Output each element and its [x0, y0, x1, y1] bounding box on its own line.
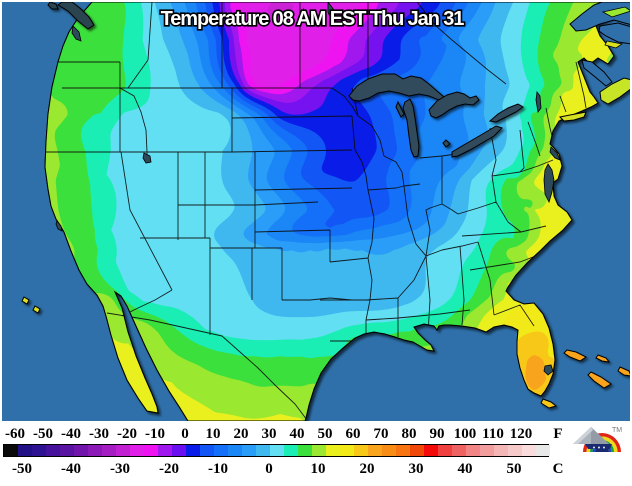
- svg-text:90: 90: [430, 426, 445, 442]
- svg-text:50: 50: [318, 426, 333, 442]
- svg-text:70: 70: [374, 426, 389, 442]
- svg-text:-30: -30: [110, 461, 130, 477]
- svg-text:-60: -60: [5, 426, 25, 442]
- svg-text:0: 0: [181, 426, 189, 442]
- svg-text:-10: -10: [145, 426, 165, 442]
- svg-text:30: 30: [262, 426, 277, 442]
- svg-text:20: 20: [360, 461, 375, 477]
- svg-text:50: 50: [507, 461, 522, 477]
- svg-text:-40: -40: [61, 461, 81, 477]
- svg-text:20: 20: [234, 426, 249, 442]
- svg-text:-40: -40: [61, 426, 81, 442]
- svg-text:-50: -50: [33, 426, 53, 442]
- svg-text:30: 30: [409, 461, 424, 477]
- svg-text:-20: -20: [117, 426, 137, 442]
- svg-text:40: 40: [290, 426, 305, 442]
- svg-text:80: 80: [402, 426, 417, 442]
- svg-text:110: 110: [482, 426, 504, 442]
- svg-text:F: F: [553, 426, 562, 442]
- svg-text:0: 0: [265, 461, 273, 477]
- svg-text:100: 100: [454, 426, 477, 442]
- svg-text:60: 60: [346, 426, 361, 442]
- svg-text:120: 120: [510, 426, 533, 442]
- svg-text:-20: -20: [159, 461, 179, 477]
- svg-text:C: C: [553, 461, 564, 477]
- svg-text:10: 10: [206, 426, 221, 442]
- svg-text:Temperature 08 AM EST Thu Jan: Temperature 08 AM EST Thu Jan 31: [161, 8, 465, 30]
- svg-text:-50: -50: [12, 461, 32, 477]
- svg-text:40: 40: [458, 461, 473, 477]
- svg-text:-30: -30: [89, 426, 109, 442]
- svg-text:TM: TM: [612, 427, 622, 434]
- svg-text:-10: -10: [208, 461, 228, 477]
- svg-text:10: 10: [311, 461, 326, 477]
